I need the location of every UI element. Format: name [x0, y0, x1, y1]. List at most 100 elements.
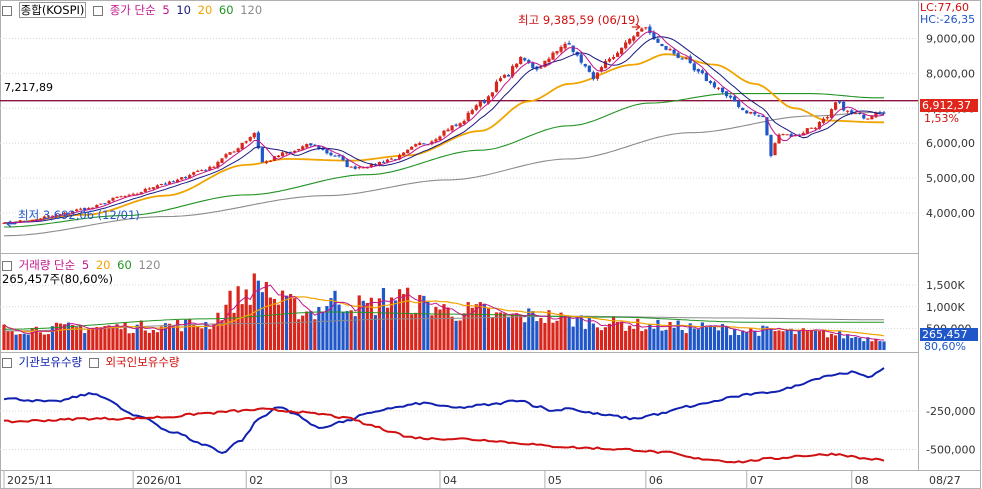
- volume-bar: [555, 320, 559, 350]
- candle-body: [406, 149, 410, 154]
- candle-body: [200, 170, 204, 172]
- x-tick-label: 2026/01: [136, 474, 182, 487]
- candle-body: [692, 63, 696, 71]
- checkbox-icon[interactable]: [93, 5, 104, 16]
- volume-bar: [337, 304, 341, 350]
- volume-bar: [620, 321, 624, 350]
- candle-body: [208, 166, 212, 171]
- volume-bar: [317, 307, 321, 350]
- candle-body: [724, 91, 729, 97]
- volume-bar: [591, 323, 595, 350]
- volume-bar: [692, 328, 696, 350]
- price-panel: [0, 23, 918, 237]
- candle-body: [18, 220, 22, 223]
- candle-body: [139, 192, 143, 195]
- volume-bar: [224, 304, 228, 350]
- volume-bar: [414, 312, 418, 350]
- market-name[interactable]: 종합(KOSPI): [18, 2, 87, 18]
- candle-body: [434, 139, 438, 142]
- candle-body: [672, 49, 676, 54]
- volume-bar: [426, 301, 430, 350]
- volume-bar: [664, 329, 668, 350]
- candle-body: [402, 152, 406, 156]
- volume-bar: [753, 330, 757, 350]
- volume-bar: [862, 341, 866, 350]
- candle-body: [825, 117, 830, 119]
- volume-bar: [628, 325, 632, 350]
- candle-body: [656, 38, 660, 43]
- volume-bar: [422, 295, 426, 350]
- candle-body: [668, 49, 672, 51]
- volume-bar: [260, 292, 264, 350]
- candle-body: [232, 151, 236, 153]
- volume-bar: [866, 337, 870, 350]
- candle-body: [502, 74, 507, 78]
- candle-body: [753, 112, 757, 115]
- volume-bar: [333, 290, 337, 350]
- volume-bar: [446, 307, 450, 350]
- volume-bar: [571, 326, 575, 350]
- ma120-line: [3, 111, 884, 237]
- volume-bar: [393, 300, 398, 350]
- candle-body: [858, 113, 862, 115]
- ma10-line: [3, 36, 885, 224]
- candle-body: [644, 27, 648, 29]
- candle-body: [688, 56, 692, 63]
- volume-bar: [519, 314, 523, 350]
- volume-bar: [22, 333, 26, 350]
- candle-body: [571, 45, 575, 52]
- volume-bar: [733, 329, 737, 350]
- holding-panel: [3, 367, 885, 464]
- volume-bar: [410, 314, 414, 350]
- checkbox-icon[interactable]: [88, 357, 99, 368]
- candle-body: [716, 87, 721, 89]
- current-price-badge: 6,912,37: [920, 99, 978, 112]
- candle-body: [159, 183, 164, 185]
- candle-body: [837, 101, 842, 103]
- candle-body: [583, 64, 587, 67]
- volume-bar: [188, 319, 192, 350]
- candle-body: [103, 203, 107, 205]
- checkbox-icon[interactable]: [2, 5, 12, 16]
- candle-body: [519, 56, 523, 64]
- ma10-label: 10: [176, 3, 191, 17]
- volume-bar: [757, 335, 761, 350]
- candle-body: [628, 39, 632, 44]
- candle-body: [640, 28, 644, 32]
- volume-bar: [680, 330, 684, 350]
- candle-body: [789, 134, 793, 137]
- x-tick-label: 02: [249, 474, 263, 487]
- x-tick-label: 08: [855, 474, 869, 487]
- candle-body: [773, 143, 777, 156]
- checkbox-icon[interactable]: [2, 357, 12, 368]
- candle-body: [490, 92, 495, 97]
- volume-bar: [543, 322, 547, 350]
- x-tick-label: 03: [334, 474, 348, 487]
- candle-body: [599, 67, 604, 72]
- volume-bar: [749, 328, 753, 350]
- candle-body: [712, 82, 717, 88]
- candle-body: [377, 161, 382, 166]
- candle-body: [240, 142, 244, 150]
- volume-bar: [389, 297, 394, 350]
- volume-bar: [458, 320, 462, 350]
- candle-body: [325, 149, 329, 154]
- volume-bar: [636, 318, 640, 350]
- checkbox-icon[interactable]: [2, 260, 12, 271]
- volume-bar: [708, 325, 713, 350]
- volume-bar: [640, 331, 644, 350]
- candle-body: [817, 122, 822, 129]
- candle-body: [781, 134, 785, 136]
- volume-bar: [547, 310, 551, 350]
- volume-bar: [305, 311, 309, 350]
- candle-body: [482, 100, 486, 103]
- volume-bar: [26, 334, 30, 350]
- volume-bar: [858, 337, 862, 350]
- volume-bar: [139, 320, 143, 350]
- volume-bar: [842, 338, 846, 350]
- candle-body: [301, 146, 305, 150]
- candle-body: [305, 143, 309, 148]
- volume-bar: [341, 311, 345, 350]
- candle-body: [611, 57, 616, 59]
